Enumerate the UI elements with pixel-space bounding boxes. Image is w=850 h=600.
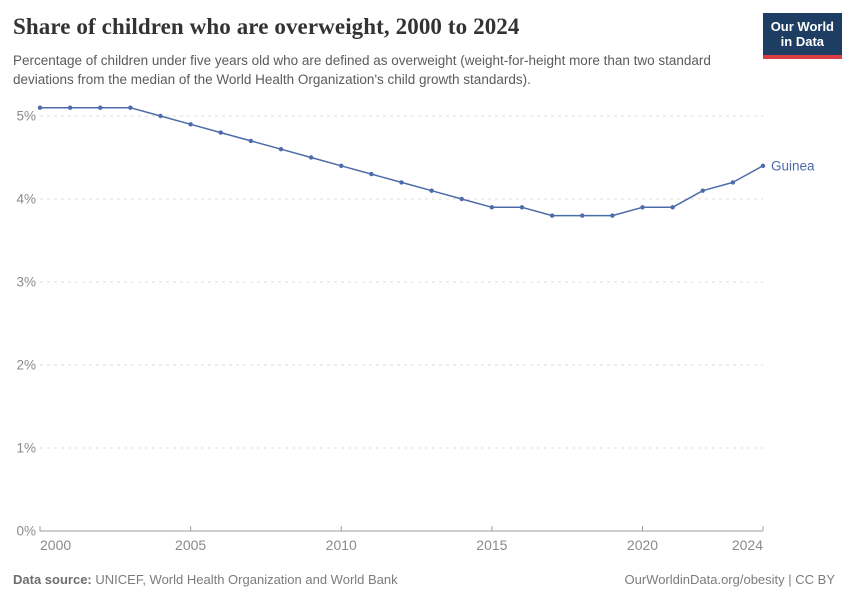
data-point (760, 163, 766, 168)
data-point (308, 155, 314, 160)
y-tick-label: 5% (16, 109, 36, 124)
data-point (700, 188, 705, 193)
attribution: OurWorldinData.org/obesity | CC BY (624, 572, 836, 587)
y-tick-label: 1% (16, 441, 36, 456)
data-point (339, 163, 344, 168)
data-point (218, 130, 223, 135)
data-point (670, 205, 675, 210)
data-source-text: UNICEF, World Health Organization and Wo… (95, 572, 398, 587)
data-point (37, 105, 43, 110)
data-point (580, 213, 585, 218)
data-point (459, 196, 464, 202)
data-point (248, 138, 254, 144)
owid-logo: Our World in Data (762, 13, 842, 59)
data-point (429, 188, 434, 193)
y-tick-label: 0% (16, 524, 36, 539)
chart-footer: Data source: UNICEF, World Health Organi… (13, 572, 835, 587)
data-point (188, 122, 193, 127)
chart-title: Share of children who are overweight, 20… (13, 14, 520, 39)
owid-logo-line1: Our World (770, 19, 834, 34)
x-tick-label: 2000 (40, 537, 71, 553)
x-tick-label: 2024 (732, 537, 763, 553)
y-tick-label: 3% (16, 275, 36, 290)
y-tick-label: 4% (16, 192, 36, 207)
x-tick-label: 2010 (326, 537, 357, 553)
data-point (369, 171, 374, 177)
x-tick-label: 2015 (476, 537, 507, 553)
data-point (519, 205, 525, 210)
chart-svg: 0% 1% 2% 3% 4% 5% 2000 2005 2010 2015 2020 2024 Guin… (16, 105, 815, 553)
series-line (39, 106, 764, 217)
data-point (128, 105, 133, 110)
chart-subtitle: Percentage of children under five years … (13, 53, 711, 88)
data-point (640, 205, 645, 210)
data-point (158, 113, 163, 119)
data-point (399, 180, 404, 185)
data-source-label: Data source: (13, 572, 92, 587)
data-point (610, 213, 615, 218)
data-point (549, 213, 555, 218)
data-point (98, 105, 103, 110)
data-point (278, 147, 284, 152)
y-tick-label: 2% (16, 358, 36, 373)
series-label: Guinea (771, 158, 815, 173)
data-point (730, 180, 736, 185)
owid-logo-line2: in Data (780, 34, 825, 50)
x-tick-label: 2020 (627, 537, 658, 553)
data-point (67, 105, 73, 110)
data-source: Data source: UNICEF, World Health Organi… (13, 572, 398, 587)
x-tick-label: 2005 (175, 537, 206, 553)
data-point (489, 205, 495, 210)
